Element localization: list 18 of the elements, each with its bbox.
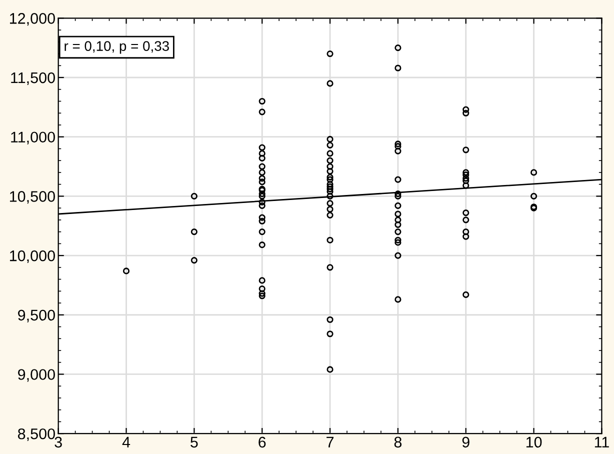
x-tick-label: 4 (122, 436, 130, 448)
x-tick-label: 3 (54, 436, 62, 448)
y-tick-label: 11,000 (11, 132, 55, 144)
y-tick-label: 11,500 (11, 72, 55, 85)
y-tick-label: 8,500 (18, 428, 55, 442)
y-tick-label: 10,000 (10, 250, 55, 264)
x-tick-label: 11 (594, 436, 609, 448)
y-tick-label: 9,500 (18, 310, 55, 322)
x-tick-label: 7 (326, 436, 334, 448)
y-tick-label: 9,000 (18, 369, 55, 382)
annotation: r = 0,10, p = 0,33 (64, 41, 169, 54)
y-tick-label: 10,500 (10, 191, 55, 204)
x-tick-label: 8 (394, 436, 402, 448)
x-tick-label: 10 (526, 436, 542, 448)
y-tick-label: 12,000 (10, 13, 55, 26)
x-tick-label: 9 (462, 436, 470, 448)
x-tick-label: 5 (190, 436, 198, 448)
x-tick-label: 6 (258, 436, 266, 448)
